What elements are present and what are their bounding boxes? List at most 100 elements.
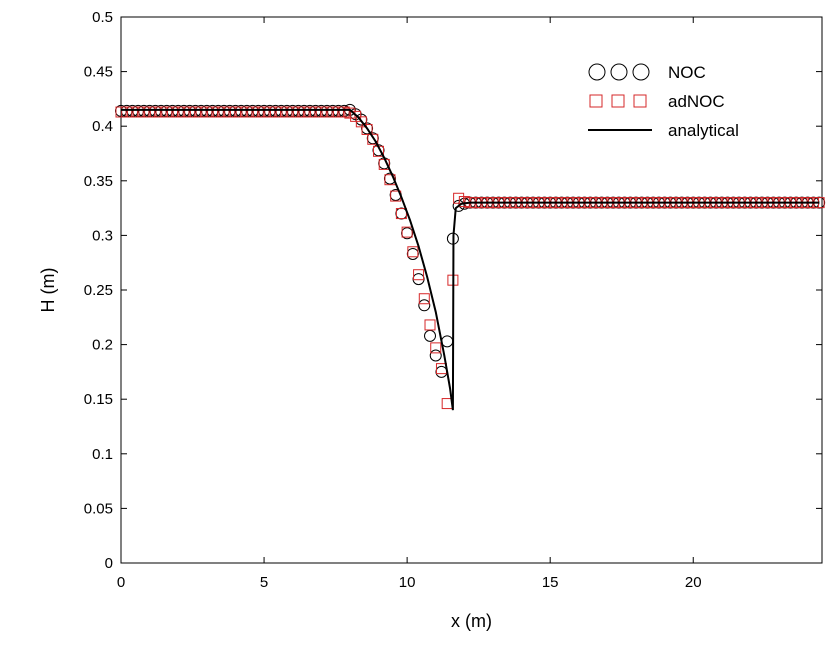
adNOC-point <box>218 106 230 118</box>
adNOC-point <box>189 106 201 118</box>
adNOC-point <box>247 106 259 118</box>
adNOC-point <box>315 106 327 118</box>
series-layer <box>115 103 826 411</box>
legend-label: analytical <box>668 121 739 140</box>
x-tick-label: 20 <box>685 574 702 591</box>
adNOC-point <box>161 106 173 118</box>
adNOC-point <box>424 319 436 331</box>
NOC-point <box>406 247 419 260</box>
adNOC-point <box>430 342 442 354</box>
series-analytical <box>121 108 820 411</box>
adNOC-point <box>270 106 282 118</box>
legend-item-adNOC: adNOC <box>589 92 725 111</box>
x-tick-label: 10 <box>399 574 416 591</box>
adNOC-point <box>235 106 247 118</box>
legend-marker <box>633 94 647 108</box>
legend: NOC adNOC analytical <box>588 63 739 140</box>
y-tick-label: 0.4 <box>92 118 113 135</box>
adNOC-point <box>207 106 219 118</box>
adNOC-point <box>361 123 373 135</box>
legend-item-analytical: analytical <box>588 121 739 140</box>
adNOC-point <box>224 106 236 118</box>
NOC-point <box>412 273 425 286</box>
y-tick-label: 0.35 <box>84 173 113 190</box>
series-adNOC <box>115 106 825 410</box>
legend-marker <box>588 63 606 81</box>
adNOC-point <box>184 106 196 118</box>
analytical-line <box>121 108 820 411</box>
adNOC-point <box>229 106 241 118</box>
legend-marker <box>610 63 628 81</box>
adNOC-point <box>126 106 138 118</box>
adNOC-point <box>304 106 316 118</box>
y-tick-label: 0.5 <box>92 9 113 26</box>
adNOC-point <box>132 106 144 118</box>
y-tick-label: 0.2 <box>92 337 113 354</box>
adNOC-point <box>144 106 156 118</box>
y-tick-label: 0.25 <box>84 282 113 299</box>
legend-item-NOC: NOC <box>588 63 706 82</box>
adNOC-point <box>355 116 367 128</box>
adNOC-point <box>241 106 253 118</box>
adNOC-point <box>264 106 276 118</box>
adNOC-point <box>407 246 419 258</box>
x-axis-label: x (m) <box>451 611 492 631</box>
adNOC-point <box>453 192 465 204</box>
x-tick-label: 0 <box>117 574 125 591</box>
adNOC-point <box>310 106 322 118</box>
adNOC-point <box>321 106 333 118</box>
legend-marker <box>611 94 625 108</box>
series-NOC <box>115 103 826 378</box>
adNOC-point <box>172 106 184 118</box>
adNOC-point <box>115 106 127 118</box>
y-axis-ticks: 0 0.05 0.1 0.15 0.2 0.25 0.3 0.35 0.4 0.45 0.5 <box>84 9 822 572</box>
adNOC-point <box>292 106 304 118</box>
adNOC-point <box>327 106 339 118</box>
adNOC-point <box>435 363 447 375</box>
adNOC-point <box>298 106 310 118</box>
adNOC-point <box>338 106 350 118</box>
adNOC-point <box>258 106 270 118</box>
adNOC-point <box>413 269 425 281</box>
y-tick-label: 0.15 <box>84 391 113 408</box>
adNOC-point <box>281 106 293 118</box>
adNOC-point <box>149 106 161 118</box>
adNOC-point <box>201 106 213 118</box>
y-tick-label: 0.3 <box>92 227 113 244</box>
x-tick-label: 15 <box>542 574 559 591</box>
legend-marker <box>632 63 650 81</box>
NOC-point <box>452 199 465 212</box>
adNOC-point <box>121 106 133 118</box>
legend-label: adNOC <box>668 92 725 111</box>
NOC-point <box>441 335 454 348</box>
adNOC-point <box>418 293 430 305</box>
NOC-point <box>418 299 431 312</box>
legend-marker <box>589 94 603 108</box>
legend-label: NOC <box>668 63 706 82</box>
adNOC-point <box>138 106 150 118</box>
adNOC-point <box>275 106 287 118</box>
y-tick-label: 0.45 <box>84 64 113 81</box>
adNOC-point <box>367 133 379 145</box>
adNOC-point <box>395 208 407 220</box>
y-axis-label: H (m) <box>38 268 58 313</box>
NOC-point <box>435 365 448 378</box>
NOC-point <box>429 349 442 362</box>
adNOC-point <box>458 196 470 208</box>
NOC-point <box>424 329 437 342</box>
adNOC-point <box>178 106 190 118</box>
adNOC-point <box>401 226 413 238</box>
adNOC-point <box>287 106 299 118</box>
adNOC-point <box>155 106 167 118</box>
adNOC-point <box>167 106 179 118</box>
y-tick-label: 0 <box>105 555 113 572</box>
adNOC-point <box>212 106 224 118</box>
adNOC-point <box>252 106 264 118</box>
y-tick-label: 0.05 <box>84 500 113 517</box>
x-tick-label: 5 <box>260 574 268 591</box>
y-tick-label: 0.1 <box>92 446 113 463</box>
adNOC-point <box>332 106 344 118</box>
x-axis-ticks: 0 5 10 15 20 <box>117 17 702 591</box>
adNOC-point <box>195 106 207 118</box>
